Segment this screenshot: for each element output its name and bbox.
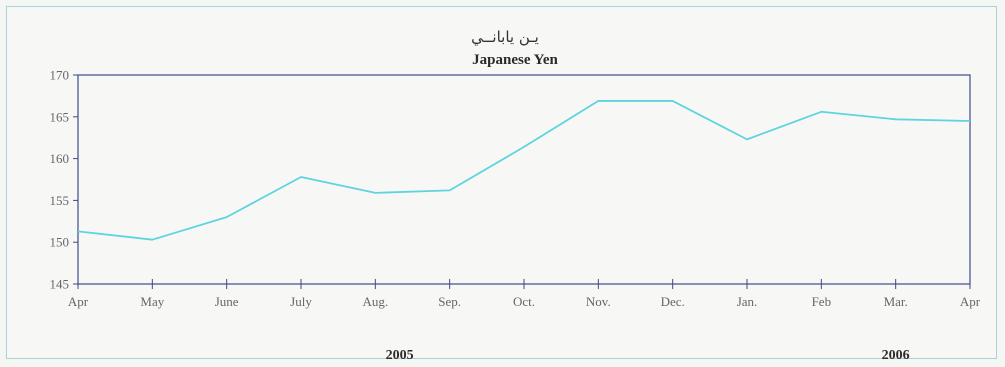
x-tick-label: Aug. <box>363 294 389 309</box>
plot-area <box>77 74 971 285</box>
y-axis: 145 150 155 160 165 170 <box>50 68 78 292</box>
y-tick-label: 155 <box>50 193 70 208</box>
x-tick-label: Dec. <box>661 294 685 309</box>
x-tick-label: June <box>215 294 239 309</box>
x-tick-label: Oct. <box>513 294 535 309</box>
x-tick-label: Nov. <box>586 294 611 309</box>
y-tick-label: 145 <box>50 277 70 292</box>
x-tick-label: Feb <box>812 294 832 309</box>
x-tick-label: Apr <box>960 294 981 309</box>
y-tick-label: 160 <box>50 151 70 166</box>
series-line-japanese-yen <box>77 100 971 241</box>
x-tick-label: Mar. <box>884 294 908 309</box>
year-label: 2005 <box>386 348 414 363</box>
y-tick-label: 170 <box>50 68 70 83</box>
x-tick-label: July <box>290 294 312 309</box>
x-tick-label: Sep. <box>438 294 461 309</box>
year-labels: 2005 2006 <box>386 348 910 363</box>
y-tick-label: 165 <box>50 109 70 124</box>
x-tick-label: Jan. <box>737 294 758 309</box>
year-label: 2006 <box>882 348 910 363</box>
x-tick-label: Apr <box>68 294 89 309</box>
chart-frame <box>6 6 997 359</box>
x-axis: Apr May June July Aug. Sep. Oct. Nov. Dec. Jan. Fe… <box>68 279 981 309</box>
chart-title-arabic: يـن يابانــي <box>471 28 539 47</box>
chart-title: Japanese Yen <box>472 52 558 68</box>
x-tick-label: May <box>140 294 164 309</box>
y-tick-label: 150 <box>50 235 70 250</box>
